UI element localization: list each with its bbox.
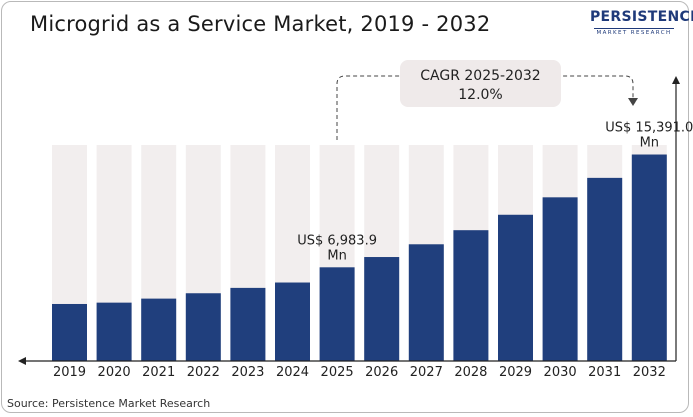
cagr-callout: CAGR 2025-2032 12.0% xyxy=(336,60,638,140)
x-tick-2027: 2027 xyxy=(410,365,443,380)
data-label-2025: US$ 6,983.9 Mn xyxy=(297,233,377,263)
x-tick-2029: 2029 xyxy=(499,365,532,380)
x-tick-2032: 2032 xyxy=(633,365,666,380)
bar-2022 xyxy=(185,293,221,361)
chart-title: Microgrid as a Service Market, 2019 - 20… xyxy=(30,12,491,36)
bar-2030 xyxy=(542,197,578,361)
bar-2032 xyxy=(631,154,667,361)
x-tick-2026: 2026 xyxy=(365,365,398,380)
bar-2024 xyxy=(275,282,310,361)
persistence-logo: PERSISTENCE MARKET RESEARCH xyxy=(590,6,693,46)
bar-2023 xyxy=(230,287,266,361)
cagr-box xyxy=(400,60,561,107)
x-tick-2025: 2025 xyxy=(321,365,354,380)
bar-2021 xyxy=(141,298,177,361)
cagr-arrowhead xyxy=(628,98,638,106)
axes xyxy=(18,76,680,365)
x-tick-2030: 2030 xyxy=(544,365,577,380)
bar-2027 xyxy=(408,244,444,361)
bar-2025 xyxy=(319,267,355,361)
x-tick-2021: 2021 xyxy=(142,365,175,380)
bar-2026 xyxy=(364,257,400,361)
x-tick-2023: 2023 xyxy=(231,365,264,380)
logo-subtitle: MARKET RESEARCH xyxy=(596,30,672,36)
bar-2019 xyxy=(52,303,87,361)
bar-2020 xyxy=(96,302,132,361)
bar-2031 xyxy=(587,177,623,361)
x-tick-2020: 2020 xyxy=(98,365,131,380)
bar-2028 xyxy=(453,230,489,361)
x-tick-2019: 2019 xyxy=(53,365,86,380)
data-label-2032: US$ 15,391.0 Mn xyxy=(605,121,693,151)
x-tick-2028: 2028 xyxy=(454,365,487,380)
cagr-connector xyxy=(336,75,634,140)
cagr-title: CAGR 2025-2032 xyxy=(420,68,540,84)
x-tick-labels: 2019 2020 2021 2022 2023 2024 2025 2026 2027 2028… xyxy=(53,365,666,380)
bar-2029 xyxy=(498,214,533,361)
x-tick-2031: 2031 xyxy=(588,365,621,380)
source-note: Source: Persistence Market Research xyxy=(7,397,211,410)
logo-divider xyxy=(594,28,674,29)
logo-name: PERSISTENCE xyxy=(590,9,693,25)
x-tick-2024: 2024 xyxy=(276,365,309,380)
cagr-value: 12.0% xyxy=(458,87,502,103)
data-labels: US$ 6,983.9 Mn US$ 15,391.0 Mn xyxy=(297,121,693,264)
bars xyxy=(52,154,667,361)
x-tick-2022: 2022 xyxy=(187,365,220,380)
